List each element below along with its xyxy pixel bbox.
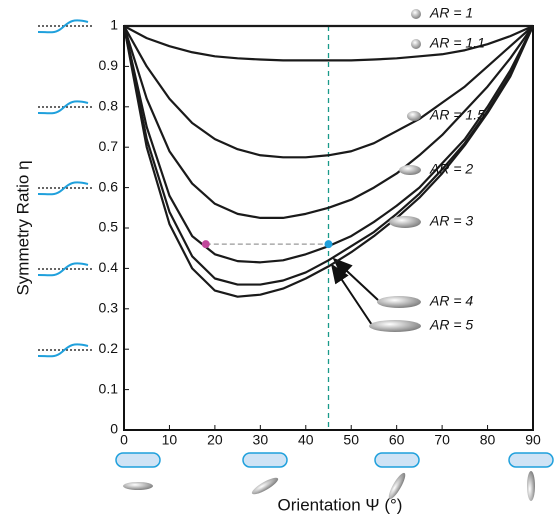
legend-label: AR = 3: [429, 213, 473, 229]
icon-wave: [37, 19, 89, 34]
icon-capsule: [242, 452, 288, 468]
series-line: [123, 25, 534, 159]
x-tick-label: 40: [298, 432, 314, 448]
y-tick-label: 1: [110, 17, 118, 33]
legend-label: AR = 1.1: [429, 35, 485, 51]
icon-wave: [37, 262, 89, 277]
highlight-point: [201, 240, 210, 249]
icon-capsule: [374, 452, 420, 468]
legend-label: AR = 5: [429, 317, 473, 333]
legend-particle: [411, 9, 421, 19]
y-tick-label: 0.1: [99, 380, 119, 396]
y-tick-label: 0.2: [99, 340, 119, 356]
x-axis-label: Orientation Ψ (°): [278, 495, 403, 514]
icon-capsule: [115, 452, 161, 468]
icon-wave: [37, 100, 89, 115]
x-tick-label: 0: [120, 432, 128, 448]
icon-capsule: [508, 452, 554, 468]
x-tick-label: 60: [389, 432, 405, 448]
legend-particle: [407, 111, 421, 121]
x-tick-label: 10: [162, 432, 178, 448]
series-line: [122, 25, 535, 298]
legend-label: AR = 1: [429, 5, 473, 21]
icon-particle: [527, 471, 535, 501]
icon-wave: [37, 181, 89, 196]
icon-particle: [388, 472, 406, 500]
legend-particle: [377, 296, 421, 308]
x-tick-label: 90: [525, 432, 541, 448]
y-tick-label: 0.3: [99, 300, 119, 316]
legend-particle: [411, 39, 421, 49]
decorations: [37, 19, 554, 501]
legend-label: AR = 2: [429, 161, 473, 177]
icon-wave: [37, 343, 89, 358]
series-line: [123, 24, 534, 62]
series-line: [122, 25, 534, 219]
y-tick-label: 0.8: [99, 98, 119, 114]
y-tick-label: 0.6: [99, 178, 119, 194]
x-tick-label: 50: [343, 432, 359, 448]
y-axis-label: Symmetry Ratio η: [13, 160, 32, 295]
x-tick-label: 30: [253, 432, 269, 448]
x-tick-label: 70: [434, 432, 450, 448]
icon-particle: [251, 477, 279, 495]
legend-particle: [399, 165, 421, 175]
series-line: [122, 25, 534, 286]
y-tick-label: 0.7: [99, 138, 119, 154]
arrow: [330, 263, 373, 326]
y-tick-label: 0.5: [99, 219, 119, 235]
legend-label: AR = 1.5: [429, 107, 485, 123]
y-tick-label: 0: [110, 421, 118, 437]
y-tick-label: 0.4: [99, 259, 119, 275]
legend-particle: [369, 320, 421, 332]
icon-particle: [123, 482, 153, 490]
x-tick-label: 80: [480, 432, 496, 448]
legend-label: AR = 4: [429, 293, 473, 309]
y-tick-label: 0.9: [99, 57, 119, 73]
x-tick-label: 20: [207, 432, 223, 448]
legend-particle: [389, 216, 421, 228]
highlight-point: [324, 240, 333, 249]
